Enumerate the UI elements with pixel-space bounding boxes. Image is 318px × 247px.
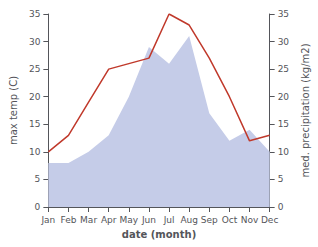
- svg-text:Feb: Feb: [61, 215, 77, 225]
- svg-text:Oct: Oct: [222, 215, 238, 225]
- svg-text:5: 5: [278, 174, 284, 184]
- svg-text:Nov: Nov: [241, 215, 259, 225]
- svg-text:15: 15: [278, 119, 289, 129]
- svg-text:Jan: Jan: [40, 215, 55, 225]
- svg-text:30: 30: [278, 37, 290, 47]
- svg-text:35: 35: [278, 9, 289, 19]
- svg-text:Dec: Dec: [261, 215, 278, 225]
- svg-text:5: 5: [35, 174, 41, 184]
- svg-text:35: 35: [29, 9, 40, 19]
- svg-text:Sep: Sep: [201, 215, 218, 225]
- svg-text:0: 0: [35, 202, 41, 212]
- svg-text:Aug: Aug: [180, 215, 198, 225]
- svg-text:25: 25: [29, 64, 40, 74]
- svg-text:10: 10: [29, 147, 41, 157]
- svg-text:0: 0: [278, 202, 284, 212]
- svg-text:Apr: Apr: [101, 215, 117, 225]
- svg-text:25: 25: [278, 64, 289, 74]
- svg-text:med. precipitation (kg/m2): med. precipitation (kg/m2): [300, 43, 311, 177]
- svg-text:Mar: Mar: [80, 215, 97, 225]
- svg-text:20: 20: [278, 92, 290, 102]
- svg-text:May: May: [120, 215, 139, 225]
- svg-text:max temp (C): max temp (C): [8, 76, 19, 145]
- svg-text:30: 30: [29, 37, 41, 47]
- svg-text:date (month): date (month): [122, 229, 196, 240]
- svg-text:10: 10: [278, 147, 290, 157]
- svg-text:Jun: Jun: [141, 215, 156, 225]
- svg-text:15: 15: [29, 119, 40, 129]
- svg-text:20: 20: [29, 92, 41, 102]
- svg-text:Jul: Jul: [163, 215, 175, 225]
